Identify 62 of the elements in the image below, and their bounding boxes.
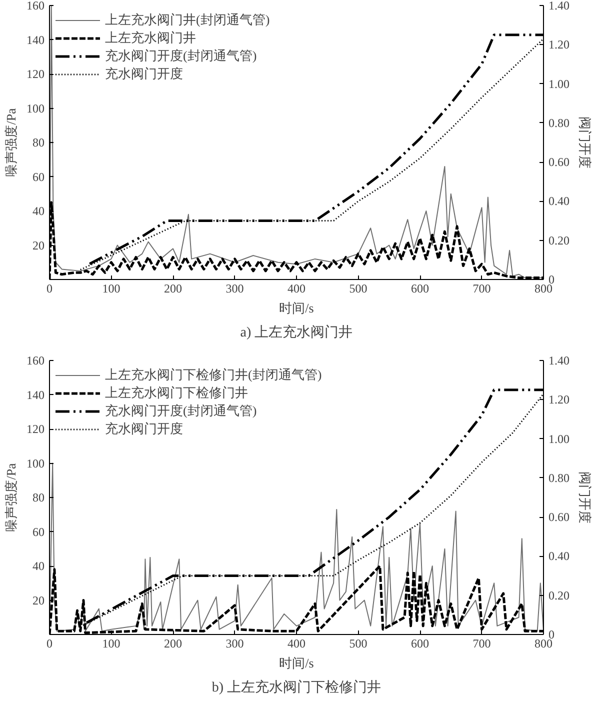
y-tick-label: 140 xyxy=(26,32,44,47)
y-axis-title: 噪声强度/Pa xyxy=(4,462,18,532)
legend-label: 上左充水阀门下检修门井(封闭通气管) xyxy=(105,366,322,384)
y-tick-label: 40 xyxy=(32,559,44,573)
text: a) 上左充水阀门井 xyxy=(240,324,353,340)
y2-tick-label: 1.00 xyxy=(548,76,570,91)
x-tick-label: 200 xyxy=(164,636,182,650)
y2-tick-label: 0.60 xyxy=(548,510,570,524)
x-tick-label: 0 xyxy=(46,282,52,296)
y-axis-title: 噪声强度/Pa xyxy=(4,108,18,177)
y-tick-label: 20 xyxy=(32,238,44,252)
y2-tick-label: 0.20 xyxy=(548,233,570,248)
y-tick-label: 120 xyxy=(26,67,44,81)
x-tick-label: 400 xyxy=(288,636,306,650)
x-tick-label: 0 xyxy=(46,636,52,650)
y2-tick-label: 1.20 xyxy=(548,392,570,407)
legend-label: 上左充水阀门下检修门井 xyxy=(105,384,248,402)
x-axis-title: 时间/s xyxy=(279,656,314,670)
y2-tick-label: 0.80 xyxy=(548,116,570,130)
y-tick-label: 120 xyxy=(26,422,44,436)
x-tick-label: 600 xyxy=(411,636,429,650)
y2-tick-label: 1.00 xyxy=(548,432,570,446)
legend-label: 上左充水阀门井(封闭通气管) xyxy=(105,11,270,29)
x-tick-label: 300 xyxy=(226,282,244,296)
x-tick-label: 600 xyxy=(411,282,429,296)
y2-tick-label: 0.60 xyxy=(548,155,570,170)
y2-tick-label: 0.40 xyxy=(548,549,570,564)
y-tick-label: 80 xyxy=(32,136,44,150)
y-tick-label: 100 xyxy=(26,456,44,470)
x-tick-label: 400 xyxy=(288,282,306,296)
legend-label: 充水阀门开度 xyxy=(105,420,183,438)
legend-label: 充水阀门开度 xyxy=(105,65,183,83)
y2-tick-label: 1.20 xyxy=(548,38,570,52)
y2-tick-label: 0.40 xyxy=(548,194,570,208)
y-tick-label: 60 xyxy=(32,524,44,539)
x-axis-title: 时间/s xyxy=(279,300,314,316)
y-tick-label: 60 xyxy=(32,170,44,184)
y-tick-label: 40 xyxy=(32,204,44,218)
y2-tick-label: 1.40 xyxy=(548,0,570,12)
x-tick-label: 500 xyxy=(349,282,368,296)
y2-tick-label: 0.80 xyxy=(548,470,570,485)
x-tick-label: 700 xyxy=(472,282,491,296)
y-tick-label: 160 xyxy=(26,354,44,368)
x-tick-label: 500 xyxy=(349,636,368,650)
x-tick-label: 100 xyxy=(102,282,120,296)
x-tick-label: 100 xyxy=(102,636,120,650)
text: b) 上左充水阀门下检修门井 xyxy=(212,680,382,696)
legend-label: 上左充水阀门井 xyxy=(105,29,196,47)
y-tick-label: 20 xyxy=(32,593,44,608)
y-tick-label: 100 xyxy=(26,101,44,116)
x-tick-label: 300 xyxy=(226,636,244,650)
y-tick-label: 80 xyxy=(32,490,44,504)
y2-axis-title: 阀门开度 xyxy=(578,116,592,168)
y2-tick-label: 1.40 xyxy=(548,354,570,368)
legend-label: 充水阀门开度(封闭通气管) xyxy=(105,402,257,420)
y-tick-label: 160 xyxy=(26,0,44,12)
x-tick-label: 200 xyxy=(164,282,182,296)
y-tick-label: 140 xyxy=(26,388,44,402)
legend-label: 充水阀门开度(封闭通气管) xyxy=(105,47,257,65)
y2-tick-label: 0.20 xyxy=(548,588,570,602)
y2-axis-title: 阀门开度 xyxy=(578,472,592,524)
x-tick-label: 700 xyxy=(472,636,491,650)
